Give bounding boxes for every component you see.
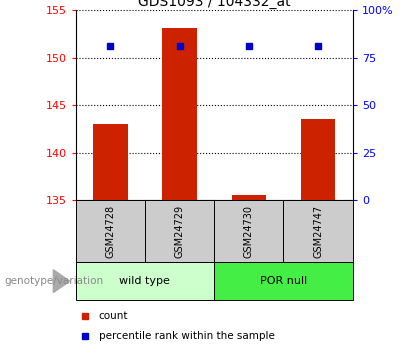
Polygon shape xyxy=(53,270,70,293)
Text: GSM24730: GSM24730 xyxy=(244,205,254,258)
Text: count: count xyxy=(99,311,128,321)
Bar xyxy=(93,124,128,200)
Bar xyxy=(145,200,214,262)
Bar xyxy=(284,200,353,262)
Text: POR null: POR null xyxy=(260,276,307,286)
Bar xyxy=(162,28,197,200)
Text: GSM24747: GSM24747 xyxy=(313,205,323,258)
Bar xyxy=(76,200,145,262)
Bar xyxy=(76,262,214,300)
Bar xyxy=(231,195,266,200)
Text: percentile rank within the sample: percentile rank within the sample xyxy=(99,332,275,341)
Title: GDS1093 / 104332_at: GDS1093 / 104332_at xyxy=(138,0,291,9)
Text: GSM24728: GSM24728 xyxy=(105,205,115,258)
Bar xyxy=(301,119,336,200)
Text: genotype/variation: genotype/variation xyxy=(4,276,103,286)
Text: GSM24729: GSM24729 xyxy=(175,205,184,258)
Text: wild type: wild type xyxy=(119,276,171,286)
Bar xyxy=(214,200,284,262)
Bar xyxy=(214,262,353,300)
